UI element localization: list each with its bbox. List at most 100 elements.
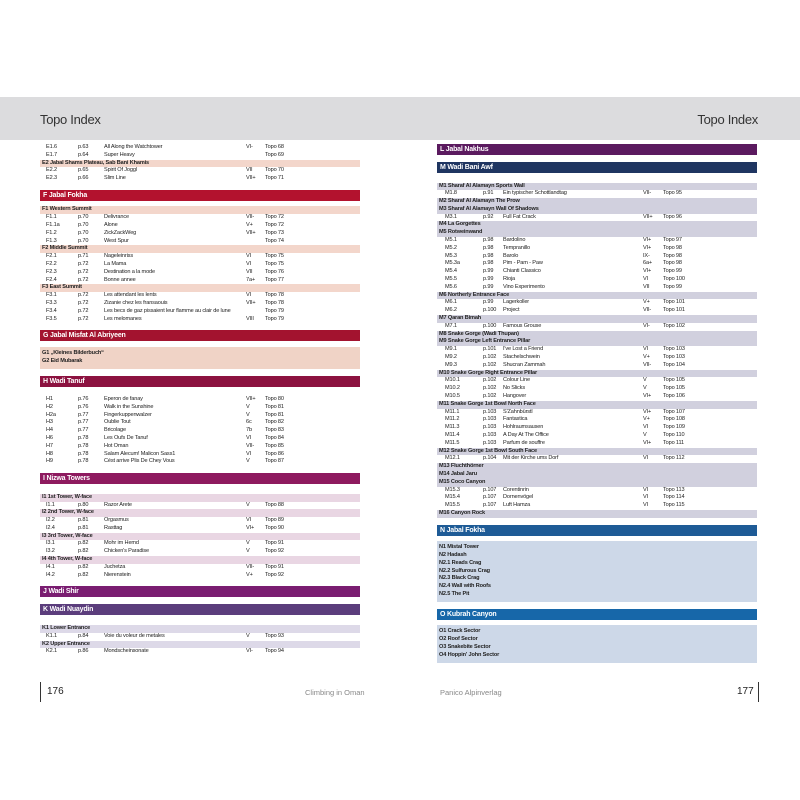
route-page: p.72 [78,315,89,322]
route-page: p.102 [483,361,497,368]
section-rows: N1 Mistal Tower N2 Hadash N2.1 Reads Crag N… [437,541,757,602]
route-grade: V [246,403,250,410]
route-name: Mit der Kirche ums Dorf [503,455,559,462]
route-name: Barolo [503,252,519,259]
route-page: p.102 [483,393,497,400]
route-code: M12.1 [445,455,460,462]
route-name: Lagerkoller [503,299,530,306]
route-topo: Topo 68 [265,144,284,150]
route-topo: Topo 72 [265,222,284,229]
route-name: Hangover [503,393,527,400]
subsection-row: M1 Sharaf Al Alamayn Sports Wall [437,182,757,191]
route-topo: Topo 90 [265,524,284,531]
route-name: Parfum de souffre [503,439,545,446]
route-grade: V+ [246,222,253,229]
route-page: p.64 [78,151,89,158]
subsection-row: O3 Snakebite Sector [439,643,491,650]
subsection-row: M8 Snake Gorge (Wadi Thupan) [437,330,757,339]
route-topo: Topo 74 [265,237,284,244]
index-section: L Jabal Nakhus [437,144,757,155]
route-page: p.91 [483,190,494,197]
route-name: Bricolage [104,427,126,434]
route-topo: Topo 79 [265,307,284,314]
route-code: K1.1 [46,632,57,639]
route-row: I3.2 p.82 Chicken's Paradise V Topo 92 [40,548,360,556]
route-row: M12.1 p.104 Mit der Kirche ums Dorf VI Topo … [437,455,757,463]
route-row: I2.2 p.81 Orgasmus VI Topo 89 [40,517,360,525]
route-code: M11.3 [445,424,460,431]
route-grade: V [246,411,250,418]
left-page-index: E1.6 p.63 All Along the Watchtower VI- Topo … [40,144,360,656]
subsection-row: N2.2 Sulfurous Crag [439,567,490,574]
index-section: I Nizwa Towers I1 1st Tower, W-face I1.1 p.… [40,473,360,579]
route-code: M3.1 [445,213,457,220]
route-code: M5.6 [445,283,457,290]
index-section: N Jabal Fokha N1 Mistal Tower N2 Hadash N2.… [437,524,757,602]
route-topo: Topo 80 [265,396,284,403]
subsection-row: M11 Snake Gorge 1st Bowl North Face [437,400,757,409]
section-band: M Wadi Bani Awf [437,162,757,173]
index-section: H Wadi Tanuf H1 p.76 Eperon de fanay VII+ Top… [40,375,360,467]
route-grade: VII- [643,190,652,197]
route-grade: V [246,501,250,508]
route-grade: VII- [643,307,652,314]
section-band: F Jabal Fokha [40,189,360,201]
route-name: Les becs de gaz pissaient leur flamme au… [104,307,231,314]
route-grade: VI [246,261,251,268]
route-code: M5.1 [445,237,457,244]
route-page: p.103 [483,439,497,446]
route-topo: Topo 98 [663,252,682,259]
route-topo: Topo 92 [265,571,284,578]
route-row: I4.1 p.82 Juchetza VII- Topo 91 [40,564,360,572]
route-grade: VII- [246,214,255,221]
route-name: Nierenstein [104,571,131,578]
route-code: M15.3 [445,486,460,493]
route-name: Tempranillo [503,244,530,251]
route-code: F1.3 [46,237,57,244]
route-code: I3.1 [46,540,55,547]
route-code: M7.1 [445,322,457,329]
route-grade: VII+ [246,175,256,182]
route-name: Destination a la mode [104,268,155,275]
subsection-row: N2.5 The Pit [439,591,470,598]
route-grade: VI+ [643,408,652,415]
route-page: p.72 [78,300,89,307]
route-row: M15.5 p.107 Luft Hamza VI Topo 115 [437,502,757,510]
route-page: p.78 [78,458,89,465]
route-row: M11.1 p.103 S'Zahnbürstl VI+ Topo 107 [437,409,757,417]
route-name: A Day At The Office [503,432,549,438]
route-topo: Topo 93 [265,632,284,639]
subsection-row: M2 Sharaf Al Alamayn The Prow [437,198,757,206]
route-grade: VI [643,455,648,462]
route-code: I2.2 [46,517,55,524]
route-code: H2a [46,411,56,418]
route-row: F2.4 p.72 Bonne annee 7a+ Topo 77 [40,277,360,285]
route-topo: Topo 88 [265,501,284,508]
subsection-row: M7 Qaran Bimah [437,315,757,323]
route-topo: Topo 95 [663,190,682,197]
left-page-number: 176 [47,686,64,697]
index-section: E1.6 p.63 All Along the Watchtower VI- Topo … [40,144,360,183]
route-name: Razor Arete [104,501,132,508]
section-band: H Wadi Tanuf [40,375,360,387]
route-grade: V [246,458,250,465]
route-grade: V [643,432,647,438]
route-topo: Topo 107 [663,408,685,415]
route-code: H4 [46,427,53,434]
route-topo: Topo 110 [663,432,685,438]
route-page: p.78 [78,435,89,442]
route-row: M11.5 p.103 Parfum de souffre VI+ Topo 111 [437,440,757,448]
route-grade: V+ [246,571,253,578]
route-code: F1.1a [46,222,60,229]
route-topo: Topo 77 [265,276,284,283]
route-page: p.98 [483,252,494,259]
route-page: p.102 [483,385,497,392]
route-grade: VI [246,435,251,442]
subsection-row: I2 2nd Tower, W-face [40,509,360,518]
route-topo: Topo 98 [663,260,682,267]
subsection-row: M5 Rotweinwand [437,229,757,238]
route-grade: V [246,632,250,639]
route-grade: V [643,377,647,384]
route-row: H8 p.78 Salam Alecum! Malicon Sass1 VI Topo … [40,451,360,459]
route-row: M15.4 p.107 Dornenvögel VI Topo 114 [437,494,757,502]
